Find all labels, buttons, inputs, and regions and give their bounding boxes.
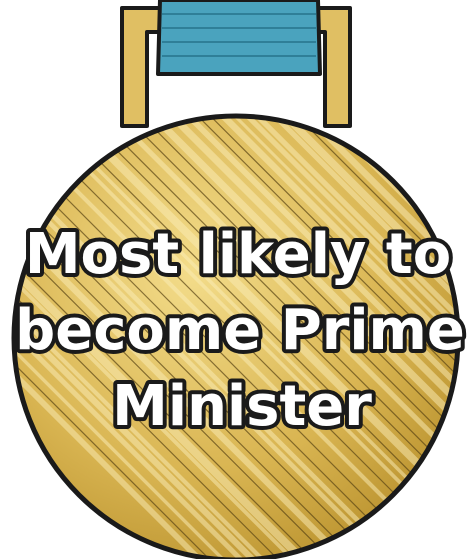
texture-stripe xyxy=(134,116,458,559)
ribbon-stripes xyxy=(162,13,316,57)
texture-stripe xyxy=(266,116,458,559)
texture-stripe xyxy=(14,116,358,559)
texture-stripe xyxy=(239,116,458,559)
texture-stripe xyxy=(14,116,324,559)
texture-stripe xyxy=(95,116,458,559)
texture-stripe xyxy=(289,116,458,559)
texture-stripe xyxy=(14,116,235,559)
texture-stripe xyxy=(14,116,386,559)
texture-stripe xyxy=(170,116,458,559)
texture-stripe xyxy=(108,116,458,559)
texture-stripe xyxy=(14,116,290,559)
caption-line: Most likely to xyxy=(25,222,451,287)
texture-stripe xyxy=(14,116,316,559)
texture-stripe xyxy=(14,116,399,559)
texture-stripe xyxy=(280,116,458,559)
texture-stripe xyxy=(79,116,458,559)
ribbon xyxy=(156,0,322,76)
texture-stripe xyxy=(14,116,342,559)
texture-stripe xyxy=(125,116,458,559)
texture-stripe xyxy=(14,116,266,559)
texture-stripe xyxy=(181,116,458,559)
texture-stripe xyxy=(229,116,458,559)
texture-stripe xyxy=(305,116,458,559)
texture-stripe xyxy=(204,116,458,559)
texture-stripe xyxy=(14,116,221,559)
texture-stripe xyxy=(257,116,458,559)
texture-stripe xyxy=(14,116,275,559)
medal-rim xyxy=(11,113,461,559)
texture-stripe xyxy=(193,116,458,559)
caption-line: Minister xyxy=(112,374,372,439)
texture-stripe xyxy=(14,116,213,559)
texture-stripe xyxy=(14,116,305,559)
texture-stripe xyxy=(217,116,458,559)
texture-stripe xyxy=(14,116,367,559)
texture-stripe xyxy=(153,116,458,559)
caption-line: become Prime xyxy=(15,298,465,363)
